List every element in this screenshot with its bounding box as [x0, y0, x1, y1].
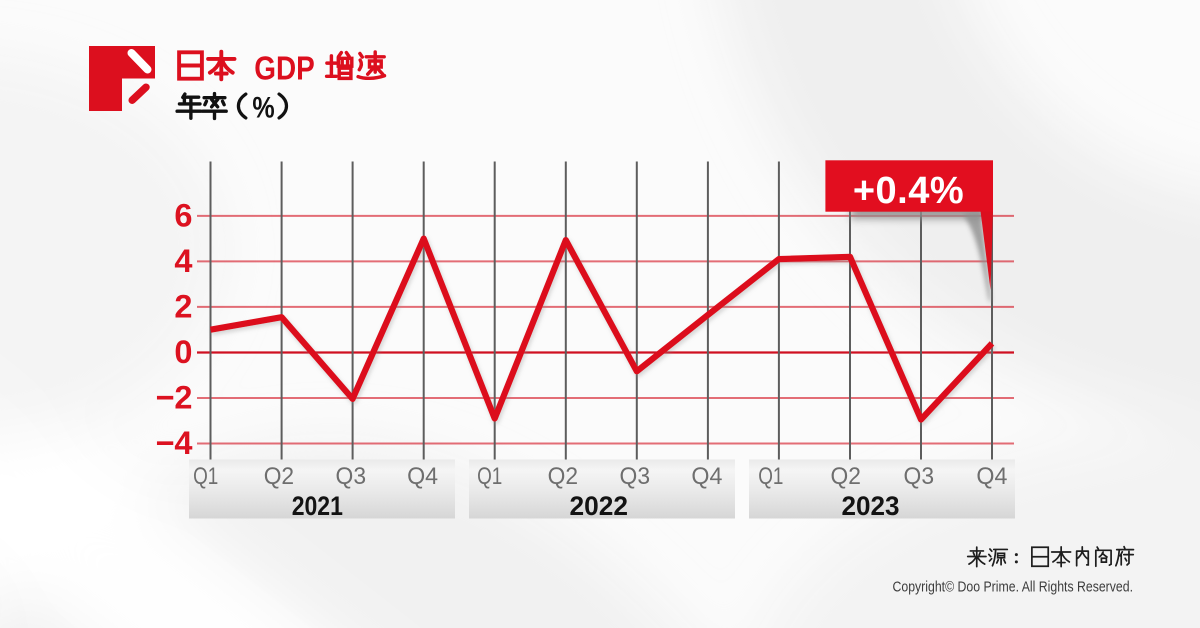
svg-text:%: %: [252, 92, 274, 125]
svg-text:Q4: Q4: [407, 463, 438, 490]
svg-text:+0.4%: +0.4%: [853, 170, 964, 212]
svg-text:2022: 2022: [570, 491, 629, 521]
svg-text:−4: −4: [155, 425, 192, 461]
svg-text:6: 6: [174, 197, 192, 233]
svg-text:Copyright© Doo Prime. All Righ: Copyright© Doo Prime. All Rights Reserve…: [893, 580, 1134, 596]
svg-text:Q3: Q3: [336, 463, 367, 490]
svg-text:Q2: Q2: [831, 463, 861, 490]
svg-text:Q1: Q1: [193, 463, 218, 490]
svg-text:4: 4: [174, 243, 192, 279]
svg-text:Q2: Q2: [548, 463, 578, 490]
svg-text:2021: 2021: [292, 491, 343, 521]
svg-text:Q4: Q4: [691, 463, 722, 490]
svg-text:Q4: Q4: [976, 463, 1007, 490]
svg-text:2023: 2023: [842, 491, 900, 521]
svg-text:0: 0: [174, 334, 192, 370]
svg-text:Q3: Q3: [904, 463, 935, 490]
svg-text:−2: −2: [155, 379, 192, 415]
svg-text:Q1: Q1: [477, 463, 502, 490]
svg-text:2: 2: [174, 288, 192, 324]
svg-text:Q1: Q1: [758, 463, 783, 490]
svg-text:Q2: Q2: [264, 463, 294, 490]
svg-text:GDP: GDP: [254, 50, 314, 87]
svg-text:Q3: Q3: [620, 463, 651, 490]
